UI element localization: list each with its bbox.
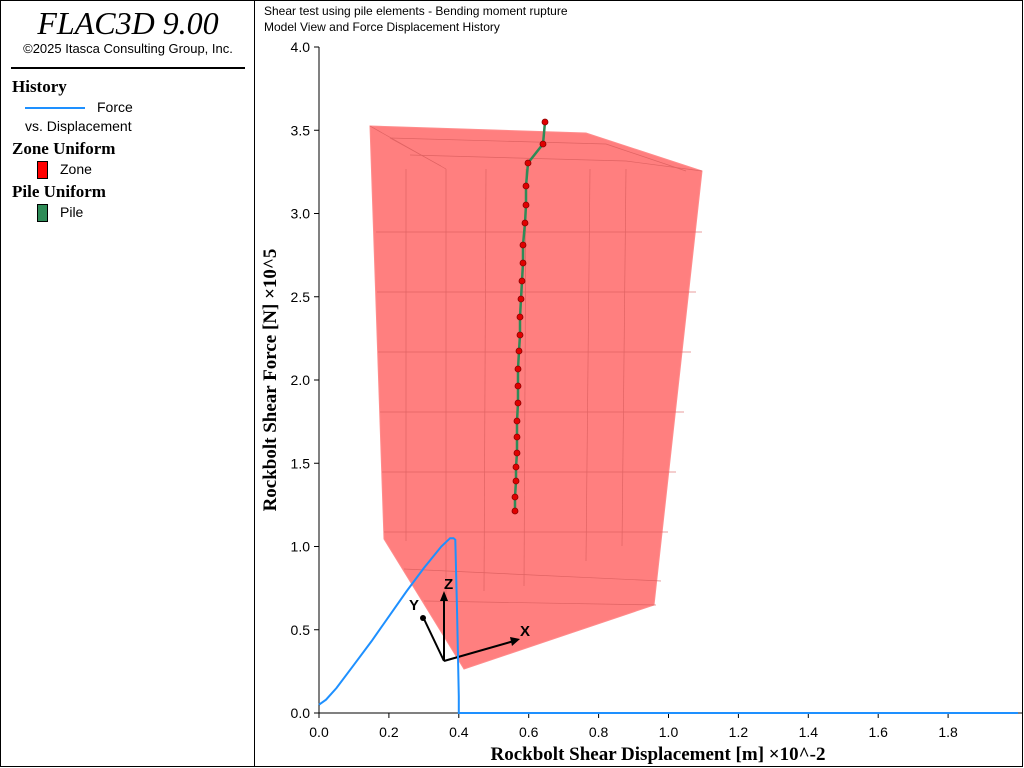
pile-node [518,277,526,285]
model-view [369,118,703,670]
pile-node [539,140,547,148]
x-axis-title: Rockbolt Shear Displacement [m] ×10^-2 [491,744,826,765]
force-displacement-series [318,537,1018,714]
pile-node [511,507,519,515]
copyright-text: ©2025 Itasca Consulting Group, Inc. [23,41,233,56]
pile-node [515,347,523,355]
y-tick-label: 3.0 [291,206,311,222]
pile-heading: Pile Uniform [12,182,106,201]
pile-node [514,382,522,390]
history-heading: History [12,77,67,96]
pile-node [512,477,520,485]
x-tick-label: 1.0 [659,724,679,740]
x-tick-label: 0.4 [449,724,469,740]
y-tick-label: 0.5 [291,622,311,638]
pile-node [514,365,522,373]
y-tick-label: 1.5 [291,455,311,471]
x-tick-label: 1.4 [799,724,819,740]
pile-node [522,182,530,190]
zone-heading: Zone Uniform [12,139,116,158]
caption-line-2: Model View and Force Displacement Histor… [264,20,500,34]
zone-label: Zone [60,161,92,177]
y-axis-title: Rockbolt Shear Force [N] ×10^5 [260,249,281,512]
x-tick-label: 0.8 [589,724,609,740]
pile-nodes [511,118,549,515]
y-tick-label: 2.0 [291,372,311,388]
legend-separator [11,67,245,69]
chart-canvas: Z Y X 0.0 0.5 1.0 1.5 2.0 2.5 3.0 3.5 4.0 0.0 0.2… [260,39,1022,765]
x-tick-label: 1.6 [868,724,888,740]
pile-label: Pile [60,204,84,220]
history-series-label: Force [97,99,133,115]
series-layer [318,537,1018,714]
pile-node [522,201,530,209]
zone-block [369,125,703,670]
y-axis-ticks: 0.0 0.5 1.0 1.5 2.0 2.5 3.0 3.5 4.0 [291,39,319,721]
pile-color-swatch [37,204,48,222]
zone-color-swatch [37,161,48,179]
zone-grid-lines [369,125,703,606]
y-tick-label: 4.0 [291,39,311,55]
pile-node [513,449,521,457]
x-axis-ticks: 0.0 0.2 0.4 0.6 0.8 1.0 1.2 1.4 1.6 1.8 [309,713,958,740]
y-tick-label: 0.0 [291,705,311,721]
plot-area: Z Y X 0.0 0.5 1.0 1.5 2.0 2.5 3.0 3.5 4.0 0.0 0.2… [256,1,1022,766]
axis-triad: Z Y X [409,576,530,662]
pile-node [521,219,529,227]
pile-node [513,417,521,425]
triad-z-label: Z [444,576,453,593]
caption-line-1: Shear test using pile elements - Bending… [264,4,568,18]
x-tick-label: 0.2 [379,724,399,740]
pile-node [516,313,524,321]
x-tick-label: 0.6 [519,724,539,740]
pile-node [512,463,520,471]
history-series-sublabel: vs. Displacement [25,118,132,134]
x-tick-label: 1.8 [938,724,958,740]
y-tick-label: 2.5 [291,289,311,305]
pile-node [519,259,527,267]
pile-node [524,159,532,167]
legend-panel: FLAC3D 9.00 ©2025 Itasca Consulting Grou… [1,1,255,766]
pile-node [519,241,527,249]
pile-node [517,295,525,303]
y-tick-label: 3.5 [291,122,311,138]
pile-node [511,493,519,501]
pile-node [514,399,522,407]
triad-x-label: X [520,623,530,640]
pile-node [541,118,549,126]
x-tick-label: 0.0 [309,724,329,740]
app-title: FLAC3D 9.00 [37,5,219,41]
y-tick-label: 1.0 [291,539,311,555]
history-line-swatch [25,107,85,109]
pile-node [516,331,524,339]
triad-y-label: Y [409,597,419,614]
pile-node [513,433,521,441]
x-tick-label: 1.2 [729,724,749,740]
